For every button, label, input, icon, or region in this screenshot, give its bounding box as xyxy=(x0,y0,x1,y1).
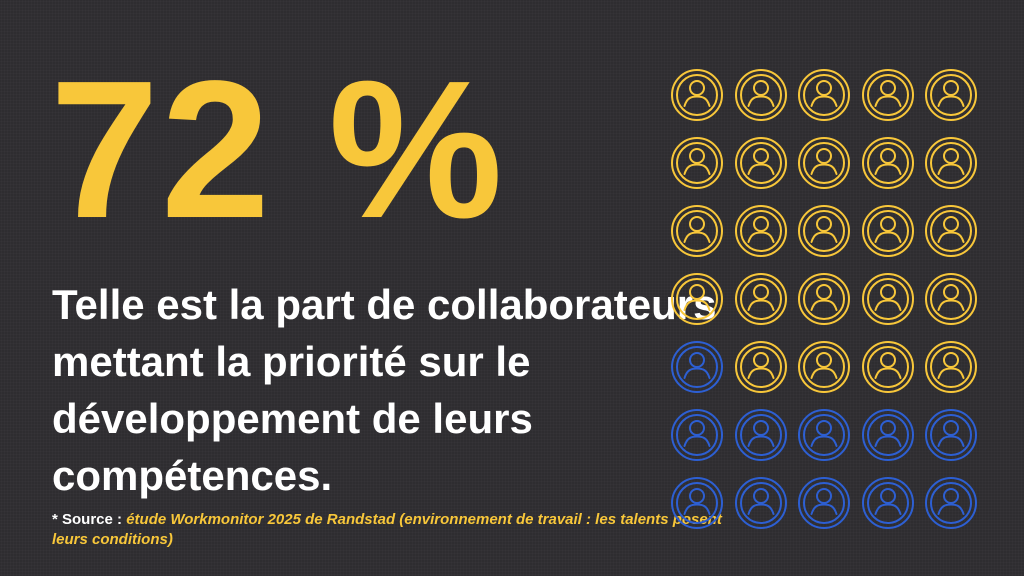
person-icon xyxy=(861,476,915,530)
person-icon-highlighted xyxy=(924,204,978,258)
person-icon-highlighted xyxy=(861,272,915,326)
source-note: * Source : étude Workmonitor 2025 de Ran… xyxy=(52,510,732,550)
person-icon xyxy=(670,340,724,394)
person-icon-highlighted xyxy=(670,136,724,190)
big-percentage: 72 % xyxy=(50,40,505,259)
person-icon-highlighted xyxy=(924,272,978,326)
person-icon-highlighted xyxy=(861,340,915,394)
person-icon-highlighted xyxy=(861,68,915,122)
person-icon-highlighted xyxy=(734,204,788,258)
person-icon xyxy=(797,408,851,462)
person-icon-highlighted xyxy=(797,136,851,190)
person-icon-highlighted xyxy=(670,204,724,258)
person-icon-highlighted xyxy=(797,204,851,258)
source-text: étude Workmonitor 2025 de Randstad (envi… xyxy=(52,511,722,548)
person-icon-highlighted xyxy=(797,272,851,326)
person-icon-highlighted xyxy=(670,68,724,122)
source-label: * Source : xyxy=(52,511,127,528)
person-icon-highlighted xyxy=(924,68,978,122)
person-icon-highlighted xyxy=(797,68,851,122)
person-icon xyxy=(924,476,978,530)
person-icon-highlighted xyxy=(924,340,978,394)
person-icon-highlighted xyxy=(734,136,788,190)
person-icon xyxy=(734,408,788,462)
person-icon xyxy=(734,476,788,530)
person-icon xyxy=(797,476,851,530)
person-icon xyxy=(861,408,915,462)
person-icon-highlighted xyxy=(861,204,915,258)
person-icon-highlighted xyxy=(734,68,788,122)
person-icon-highlighted xyxy=(734,272,788,326)
headline: Telle est la part de collaborateurs mett… xyxy=(52,281,717,499)
person-icon xyxy=(670,476,724,530)
person-icon-highlighted xyxy=(670,272,724,326)
person-icon-highlighted xyxy=(861,136,915,190)
person-icon-highlighted xyxy=(924,136,978,190)
person-icon xyxy=(924,408,978,462)
person-icon xyxy=(670,408,724,462)
people-icon-grid xyxy=(670,68,990,529)
person-icon-highlighted xyxy=(734,340,788,394)
person-icon-highlighted xyxy=(797,340,851,394)
